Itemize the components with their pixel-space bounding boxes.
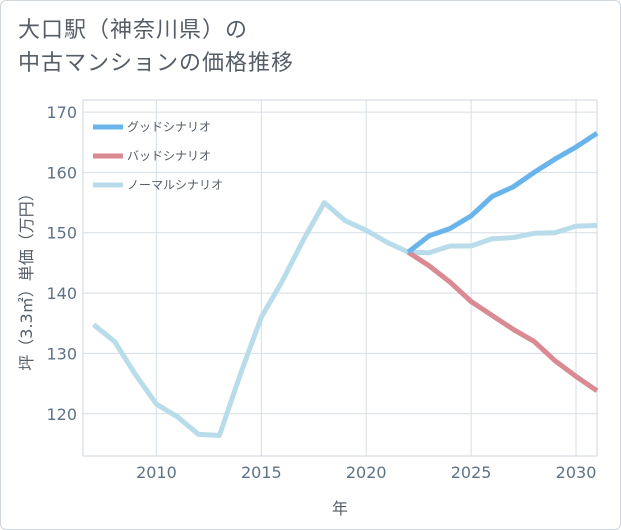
x-axis-title: 年 — [332, 499, 348, 518]
series-line-1 — [406, 250, 599, 393]
y-tick-label: 140 — [46, 284, 77, 303]
legend-label: ノーマルシナリオ — [127, 178, 223, 192]
y-tick-label: 150 — [46, 224, 77, 243]
y-tick-label: 170 — [46, 103, 77, 122]
y-tick-label: 120 — [46, 405, 77, 424]
grid — [83, 100, 597, 456]
axis-ticks: 120 130 140 150 160 170 2010 2015 2020 2025 2030 — [46, 103, 596, 482]
x-tick-label: 2015 — [241, 463, 282, 482]
series-lines — [91, 131, 599, 438]
title-line-2: 中古マンションの価格推移 — [18, 51, 295, 76]
chart-title: 大口駅（神奈川県）の 中古マンションの価格推移 — [18, 14, 294, 80]
x-tick-label: 2025 — [451, 463, 492, 482]
plot-area — [82, 99, 598, 457]
x-tick-label: 2010 — [136, 463, 177, 482]
y-tick-label: 160 — [46, 163, 77, 182]
series-line-0 — [406, 131, 599, 255]
title-line-1: 大口駅（神奈川県）の — [18, 18, 249, 43]
y-axis-title: 坪（3.3㎡）単価（万円） — [17, 185, 36, 370]
legend-label: バッドシナリオ — [127, 149, 211, 163]
legend-label: グッドシナリオ — [127, 120, 211, 134]
x-tick-label: 2020 — [346, 463, 387, 482]
series-line-2 — [91, 200, 598, 438]
y-tick-label: 130 — [46, 344, 77, 363]
x-tick-label: 2030 — [556, 463, 597, 482]
